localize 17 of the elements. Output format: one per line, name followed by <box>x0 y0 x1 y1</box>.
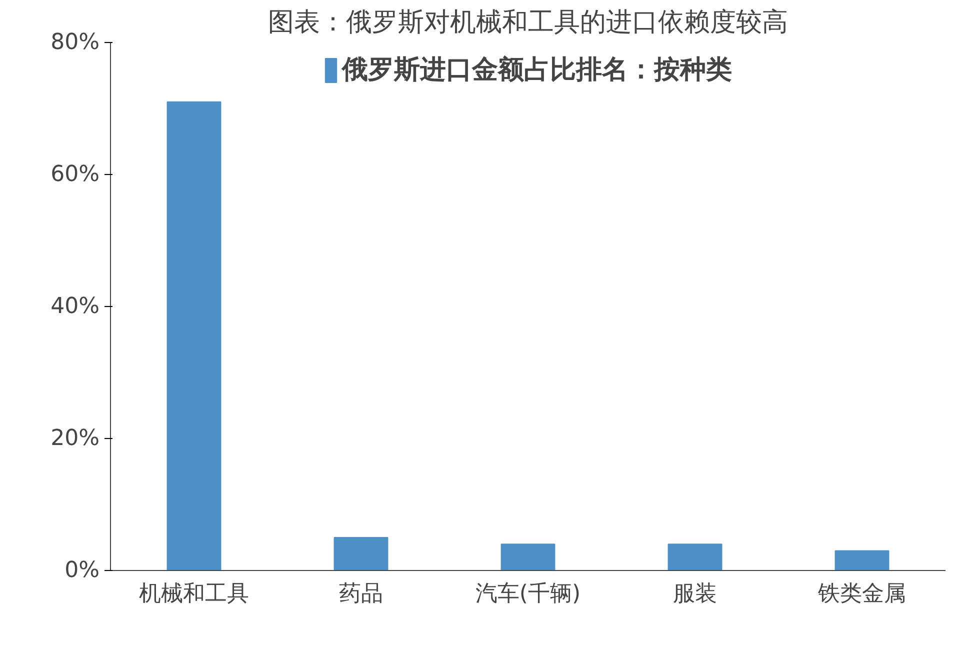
x-tick-label: 药品 <box>339 582 383 606</box>
x-tick-label: 铁类金属 <box>817 582 906 606</box>
x-tick-label: 机械和工具 <box>139 582 249 606</box>
y-tick-label: 80% <box>50 30 100 55</box>
bar <box>500 544 556 570</box>
y-tick-label: 0% <box>64 558 100 583</box>
y-tick-label: 60% <box>50 162 100 187</box>
chart-title: 图表：俄罗斯对机械和工具的进口依赖度较高 <box>268 8 788 38</box>
x-tick-label: 汽车(千辆) <box>475 582 581 606</box>
x-tick-label: 服装 <box>673 582 717 606</box>
bar <box>334 537 388 570</box>
bar <box>834 550 890 570</box>
y-tick-label: 40% <box>50 294 100 319</box>
bar <box>668 544 722 570</box>
y-tick-label: 20% <box>50 426 100 451</box>
legend-label: 俄罗斯进口金额占比排名：按种类 <box>342 54 732 87</box>
bar <box>166 101 222 570</box>
